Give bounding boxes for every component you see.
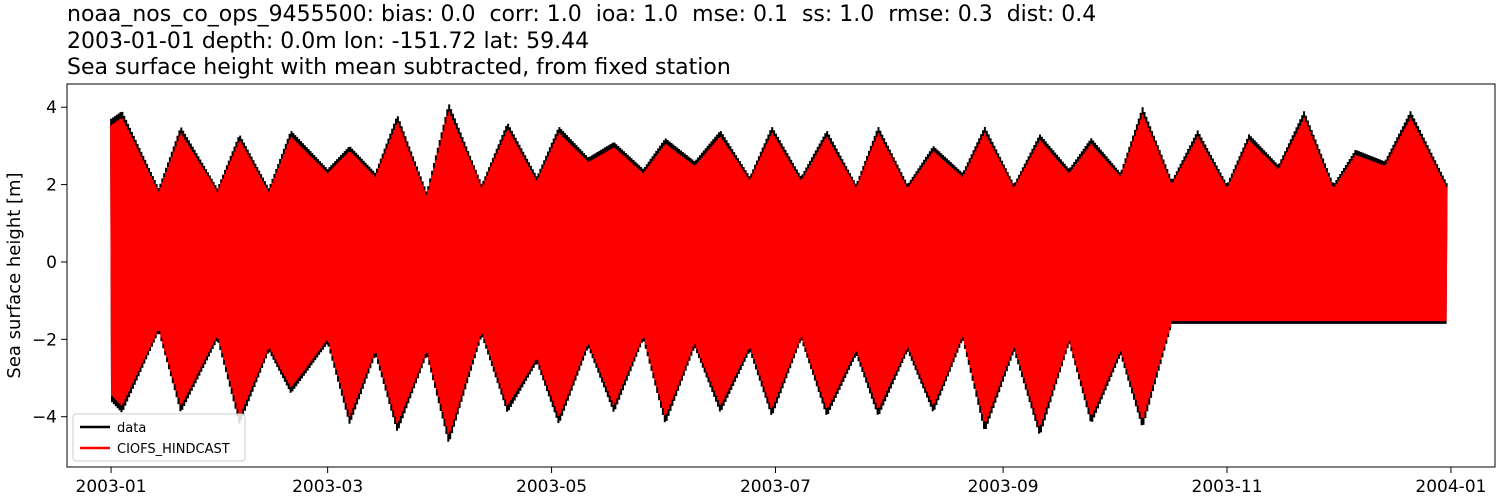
chart-title-line-2: 2003-01-01 depth: 0.0m lon: -151.72 lat:… xyxy=(67,29,590,54)
x-tick-label: 2003-05 xyxy=(516,477,587,497)
legend: data CIOFS_HINDCAST xyxy=(72,413,246,462)
y-tick-label: 0 xyxy=(46,253,57,273)
y-axis: 4 2 0 −2 −4 xyxy=(32,98,67,428)
plot-frame xyxy=(66,83,1496,468)
series-layer xyxy=(110,104,1448,442)
chart-title-line-3: Sea surface height with mean subtracted,… xyxy=(67,55,731,80)
x-tick-label: 2003-07 xyxy=(740,477,811,497)
x-tick-label: 2003-11 xyxy=(1192,477,1263,497)
x-tick-label: 2003-01 xyxy=(76,477,147,497)
x-axis: 2003-01 2003-03 2003-05 2003-07 2003-09 2003-… xyxy=(76,467,1486,497)
series-line-ciofs-hindcast xyxy=(110,111,1448,434)
x-tick-label: 2003-03 xyxy=(292,477,363,497)
chart-title-line-1: noaa_nos_co_ops_9455500: bias: 0.0 corr:… xyxy=(67,2,1097,27)
legend-label-data: data xyxy=(117,421,146,436)
y-tick-label: −4 xyxy=(32,408,57,428)
y-tick-label: 2 xyxy=(46,176,57,196)
legend-label-ciofs-hindcast: CIOFS_HINDCAST xyxy=(117,442,230,457)
x-tick-label: 2004-01 xyxy=(1415,477,1486,497)
x-tick-label: 2003-09 xyxy=(968,477,1039,497)
y-axis-label: Sea surface height [m] xyxy=(4,172,25,378)
y-tick-label: −2 xyxy=(32,330,57,350)
y-tick-label: 4 xyxy=(46,98,57,118)
legend-box xyxy=(72,413,246,462)
